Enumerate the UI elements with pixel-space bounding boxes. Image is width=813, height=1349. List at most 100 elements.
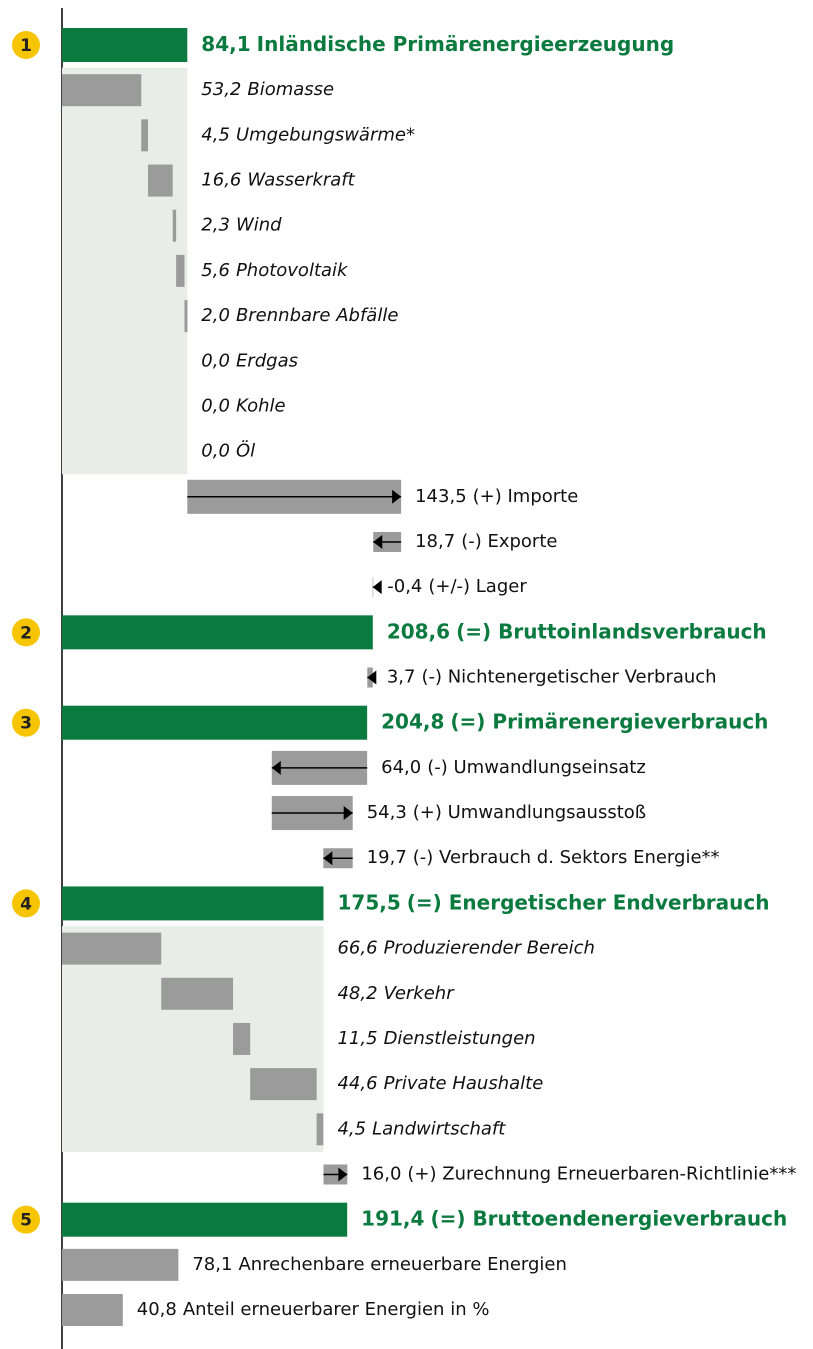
row-label: 64,0 (-) Umwandlungseinsatz bbox=[381, 757, 646, 778]
row-name: (+) Umwandlungsausstoß bbox=[413, 802, 646, 823]
row-label: 66,6 Produzierender Bereich bbox=[337, 938, 594, 959]
part-bar bbox=[316, 1113, 324, 1146]
row-label: 2,3 Wind bbox=[201, 215, 282, 236]
value-label: 16,6 bbox=[201, 170, 241, 191]
badge bbox=[12, 618, 40, 647]
row-name: Produzierender Bereich bbox=[384, 938, 595, 959]
total-bar bbox=[62, 28, 188, 62]
value-label: 175,5 bbox=[337, 890, 400, 914]
value-label: 18,7 bbox=[415, 531, 455, 552]
part-bar bbox=[147, 164, 173, 197]
badge-label: 3 bbox=[20, 714, 32, 734]
value-label: 208,6 bbox=[387, 619, 450, 643]
row-label: 53,2 Biomasse bbox=[201, 79, 334, 100]
total-bar bbox=[62, 705, 368, 740]
row-label: 4,5 Landwirtschaft bbox=[337, 1118, 506, 1139]
value-label: 53,2 bbox=[201, 79, 241, 100]
share-bar bbox=[62, 1248, 179, 1281]
value-label: 44,6 bbox=[337, 1073, 377, 1094]
row-name: Photovoltaik bbox=[236, 260, 349, 281]
row-label: 143,5 (+) Importe bbox=[415, 486, 578, 507]
value-label: 11,5 bbox=[337, 1028, 377, 1049]
row-label: 204,8 (=) Primärenergieverbrauch bbox=[381, 709, 768, 733]
row-name: (-) Exporte bbox=[461, 531, 557, 552]
value-label: -0,4 bbox=[387, 576, 422, 597]
badge-label: 2 bbox=[20, 623, 32, 643]
row-label: 0,0 Erdgas bbox=[201, 350, 298, 371]
arrow-head bbox=[271, 760, 281, 775]
panel bbox=[62, 67, 188, 475]
row-label: 40,8 Anteil erneuerbarer Energien in % bbox=[137, 1299, 490, 1320]
arrow-head bbox=[323, 851, 333, 866]
arrow-head bbox=[392, 489, 402, 504]
value-label: 5,6 bbox=[201, 260, 230, 281]
value-label: 191,4 bbox=[361, 1206, 424, 1230]
part-bar bbox=[62, 74, 142, 107]
row-label: 175,5 (=) Energetischer Endverbrauch bbox=[337, 890, 769, 914]
row-label: 18,7 (-) Exporte bbox=[415, 531, 557, 552]
value-label: 2,0 bbox=[201, 305, 230, 326]
part-bar bbox=[172, 209, 177, 242]
row-name: Öl bbox=[236, 440, 255, 462]
share-bar bbox=[62, 1294, 123, 1327]
row-label: 84,1 Inländische Primärenergieerzeugung bbox=[201, 32, 674, 56]
row-name: (=) Bruttoinlandsverbrauch bbox=[456, 619, 767, 643]
value-label: 4,5 bbox=[337, 1118, 366, 1139]
row-name: Biomasse bbox=[247, 79, 334, 100]
row-name: (-) Nichtenergetischer Verbrauch bbox=[421, 667, 716, 688]
value-label: 143,5 bbox=[415, 486, 467, 507]
value-label: 19,7 bbox=[367, 847, 407, 868]
row-name: Inländische Primärenergieerzeugung bbox=[257, 32, 675, 56]
total-bar bbox=[62, 886, 324, 921]
row-name: (=) Bruttoendenergieverbrauch bbox=[430, 1206, 787, 1230]
arrow-head bbox=[372, 580, 382, 595]
row-name: (+/-) Lager bbox=[428, 576, 527, 597]
row-label: 16,0 (+) Zurechnung Erneuerbaren-Richtlin… bbox=[361, 1164, 796, 1185]
value-label: 64,0 bbox=[381, 757, 421, 778]
value-label: 16,0 bbox=[361, 1164, 401, 1185]
value-label: 66,6 bbox=[337, 938, 377, 959]
row-name: Umgebungswärme* bbox=[236, 124, 415, 145]
row-label: 16,6 Wasserkraft bbox=[201, 170, 355, 191]
row-name: Kohle bbox=[236, 395, 286, 416]
row-name: (+) Zurechnung Erneuerbaren-Richtlinie**… bbox=[407, 1164, 796, 1185]
row-name: Dienstleistungen bbox=[384, 1028, 536, 1049]
value-label: 3,7 bbox=[387, 667, 416, 688]
badge bbox=[12, 889, 40, 918]
row-name: (-) Verbrauch d. Sektors Energie** bbox=[413, 847, 720, 868]
value-label: 54,3 bbox=[367, 802, 407, 823]
row-name: Anteil erneuerbarer Energien in % bbox=[183, 1299, 490, 1320]
value-label: 204,8 bbox=[381, 709, 444, 733]
row-name: (-) Umwandlungseinsatz bbox=[427, 757, 646, 778]
row-name: (=) Primärenergieverbrauch bbox=[450, 709, 768, 733]
arrow-head bbox=[367, 670, 377, 685]
value-label: 0,0 bbox=[201, 395, 230, 416]
badge bbox=[12, 31, 40, 59]
row-name: Wind bbox=[236, 215, 282, 236]
row-label: 19,7 (-) Verbrauch d. Sektors Energie** bbox=[367, 847, 720, 868]
value-label: 48,2 bbox=[337, 983, 377, 1004]
part-bar bbox=[161, 977, 234, 1010]
row-label: 3,7 (-) Nichtenergetischer Verbrauch bbox=[387, 667, 717, 688]
row-label: 2,0 Brennbare Abfälle bbox=[201, 305, 398, 326]
row-label: 0,0 Kohle bbox=[201, 395, 285, 416]
row-name: Wasserkraft bbox=[247, 170, 355, 191]
row-label: 208,6 (=) Bruttoinlandsverbrauch bbox=[387, 619, 767, 643]
total-bar bbox=[62, 1202, 348, 1237]
part-bar bbox=[184, 300, 188, 333]
badge-label: 1 bbox=[20, 36, 32, 56]
arrow-head bbox=[373, 534, 383, 549]
value-label: 2,3 bbox=[201, 215, 230, 236]
row-label: 48,2 Verkehr bbox=[337, 983, 455, 1004]
row-label: -0,4 (+/-) Lager bbox=[387, 576, 527, 597]
row-name: Landwirtschaft bbox=[372, 1118, 506, 1139]
row-label: 78,1 Anrechenbare erneuerbare Energien bbox=[192, 1254, 567, 1275]
row-name: Brennbare Abfälle bbox=[236, 305, 398, 326]
value-label: 40,8 bbox=[137, 1299, 177, 1320]
row-label: 54,3 (+) Umwandlungsausstoß bbox=[367, 802, 646, 823]
row-label: 11,5 Dienstleistungen bbox=[337, 1028, 535, 1049]
arrow-head bbox=[343, 806, 353, 821]
total-bar bbox=[62, 615, 373, 650]
badge bbox=[12, 1205, 40, 1234]
